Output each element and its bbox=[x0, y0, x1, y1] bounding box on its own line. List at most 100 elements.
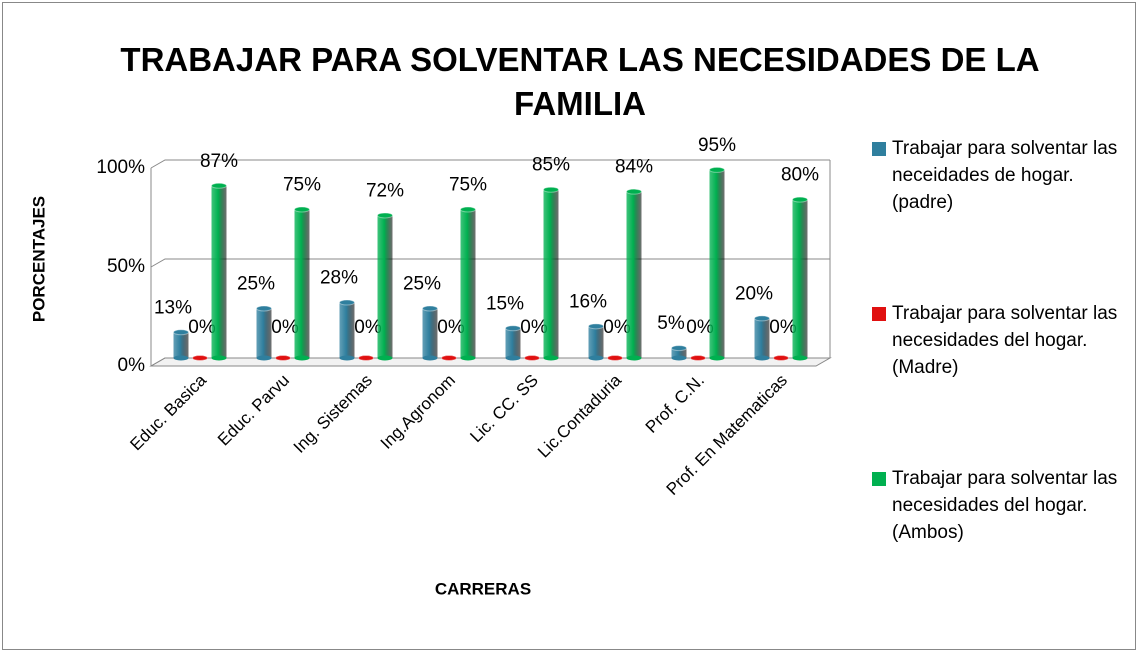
data-label: 0% bbox=[769, 317, 797, 338]
bar-body bbox=[211, 185, 227, 358]
data-label: 0% bbox=[437, 317, 465, 338]
bar bbox=[588, 323, 604, 361]
data-label: 87% bbox=[200, 151, 238, 172]
x-tick-label: Ing. Sistemas bbox=[290, 371, 376, 457]
data-label: 13% bbox=[154, 297, 192, 318]
bar-body bbox=[754, 318, 770, 358]
data-label: 16% bbox=[569, 291, 607, 312]
bar-body bbox=[505, 328, 521, 358]
data-label: 80% bbox=[781, 165, 819, 186]
x-tick-label: Ing.Agronom bbox=[377, 371, 459, 453]
data-label: 0% bbox=[520, 317, 548, 338]
data-label: 28% bbox=[320, 268, 358, 289]
legend-label: Trabajar para solventar las necesidades … bbox=[892, 468, 1118, 543]
data-label: 25% bbox=[237, 274, 275, 295]
bar bbox=[626, 188, 642, 361]
y-tick-label: 100% bbox=[96, 157, 145, 178]
bar-body bbox=[173, 332, 189, 358]
bar-base bbox=[588, 355, 604, 361]
data-label: 0% bbox=[354, 317, 382, 338]
data-label: 0% bbox=[271, 317, 299, 338]
bar-body bbox=[709, 169, 725, 358]
x-tick-label: Prof. C.N. bbox=[642, 371, 708, 437]
legend-swatch bbox=[872, 472, 886, 486]
bar bbox=[754, 315, 770, 361]
data-label: 0% bbox=[188, 317, 216, 338]
bar bbox=[275, 355, 291, 361]
bar-body bbox=[422, 308, 438, 358]
legend-item: Trabajar para solventar las necesidades … bbox=[870, 465, 1135, 546]
bar-body bbox=[339, 302, 355, 358]
bar bbox=[211, 182, 227, 361]
data-label: 72% bbox=[366, 180, 404, 201]
chart-title: TRABAJAR PARA SOLVENTAR LAS NECESIDADES … bbox=[120, 41, 1040, 122]
bar-top bbox=[505, 325, 521, 332]
bar-top bbox=[626, 188, 642, 195]
bar-base bbox=[339, 355, 355, 361]
bar-top bbox=[441, 355, 457, 361]
bar-base bbox=[460, 355, 476, 361]
bar-base bbox=[294, 355, 310, 361]
bar-top bbox=[607, 355, 623, 361]
bar-top bbox=[339, 299, 355, 306]
bar-body bbox=[294, 209, 310, 358]
bar-base bbox=[626, 355, 642, 361]
x-tick-label: Lic.Contaduria bbox=[534, 370, 625, 461]
bar bbox=[505, 325, 521, 361]
bar-body bbox=[671, 348, 687, 358]
bar-top bbox=[294, 206, 310, 213]
bar-top bbox=[460, 206, 476, 213]
data-label: 25% bbox=[403, 274, 441, 295]
bar bbox=[256, 305, 272, 361]
bar-top bbox=[588, 323, 604, 330]
bar-top bbox=[690, 355, 706, 361]
bar-top bbox=[275, 355, 291, 361]
data-label: 95% bbox=[698, 135, 736, 156]
bar-base bbox=[173, 355, 189, 361]
bar bbox=[173, 329, 189, 361]
bar-top bbox=[192, 355, 208, 361]
floor bbox=[149, 357, 832, 367]
bar-top bbox=[671, 345, 687, 352]
bar bbox=[339, 299, 355, 361]
bar-top bbox=[256, 305, 272, 312]
bar bbox=[524, 355, 540, 361]
bar-top bbox=[173, 329, 189, 336]
bar-top bbox=[754, 315, 770, 322]
data-label: 0% bbox=[603, 317, 631, 338]
data-label: 75% bbox=[449, 175, 487, 196]
data-label: 75% bbox=[283, 175, 321, 196]
bar-top bbox=[211, 182, 227, 189]
data-label: 0% bbox=[686, 317, 714, 338]
bar-top bbox=[377, 212, 393, 219]
bar bbox=[441, 355, 457, 361]
bar bbox=[543, 186, 559, 361]
bar-base bbox=[505, 355, 521, 361]
x-tick-label: Educ. Parvu bbox=[214, 371, 293, 450]
bar-top bbox=[422, 305, 438, 312]
bar-base bbox=[256, 355, 272, 361]
bar-top bbox=[773, 355, 789, 361]
bar-base bbox=[671, 355, 687, 361]
bar-base bbox=[377, 355, 393, 361]
bar bbox=[773, 355, 789, 361]
bar-top bbox=[792, 196, 808, 203]
legend-item: Trabajar para solventar las necesidades … bbox=[870, 300, 1135, 381]
bar bbox=[294, 206, 310, 361]
bar-base bbox=[211, 355, 227, 361]
data-label: 5% bbox=[657, 313, 685, 334]
bar-top bbox=[709, 166, 725, 173]
bar bbox=[709, 166, 725, 361]
bar-body bbox=[377, 215, 393, 358]
bar bbox=[192, 355, 208, 361]
data-label: 20% bbox=[735, 283, 773, 304]
y-tick-label: 50% bbox=[107, 256, 145, 277]
y-axis-label: PORCENTAJES bbox=[29, 196, 48, 322]
bar-top bbox=[543, 186, 559, 193]
grid-line bbox=[150, 159, 830, 169]
bar-body bbox=[792, 199, 808, 358]
bar bbox=[377, 212, 393, 361]
